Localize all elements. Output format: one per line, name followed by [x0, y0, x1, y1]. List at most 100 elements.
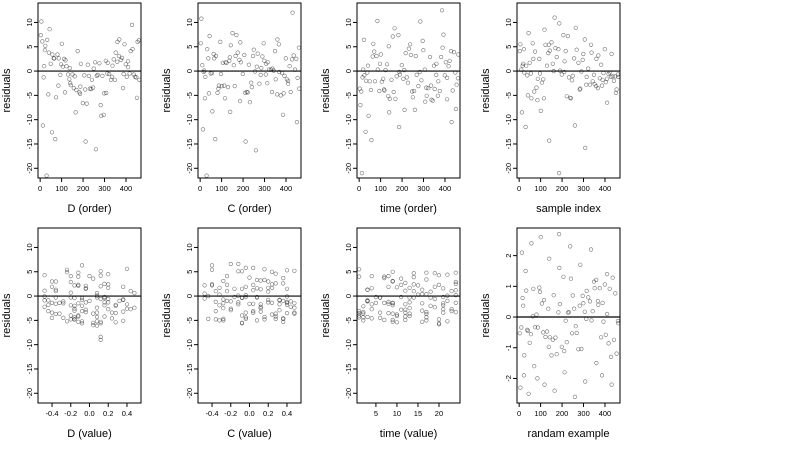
data-point [571, 306, 577, 311]
data-point [453, 270, 458, 275]
data-point [68, 303, 73, 308]
data-point [527, 340, 532, 345]
data-point [546, 42, 551, 47]
y-tick-label: -5 [25, 92, 34, 99]
data-point [450, 88, 455, 93]
data-point [77, 91, 83, 96]
data-point [72, 283, 77, 288]
data-point [596, 302, 601, 307]
data-point [110, 63, 115, 68]
y-tick-label: 0 [504, 69, 513, 73]
data-point [578, 86, 583, 91]
x-tick-label: 200 [556, 184, 569, 193]
data-point [239, 269, 245, 274]
y-tick-label: 0 [25, 294, 34, 298]
data-point [519, 110, 525, 115]
data-point [386, 44, 391, 49]
y-axis-label: residuals [1, 68, 13, 113]
x-axis-label: C (value) [227, 428, 272, 440]
data-point [557, 21, 562, 26]
data-point [277, 302, 282, 307]
data-point [79, 321, 85, 326]
data-point [202, 96, 207, 101]
data-point [537, 56, 542, 62]
data-point [547, 48, 552, 53]
data-point [382, 88, 387, 93]
data-point [580, 293, 585, 299]
data-point [368, 87, 374, 93]
x-tick-label: 0.0 [244, 409, 254, 418]
data-point [281, 281, 286, 286]
data-point [372, 49, 377, 54]
data-point [213, 317, 218, 322]
points [357, 267, 458, 327]
data-point [424, 277, 429, 282]
data-point [407, 311, 412, 316]
data-point [534, 85, 539, 90]
x-tick-label: 200 [77, 184, 90, 193]
data-point [49, 315, 55, 321]
data-point [64, 270, 70, 275]
data-point [600, 300, 605, 306]
data-point [539, 301, 545, 306]
x-tick-label: 400 [599, 184, 612, 193]
data-point [254, 286, 260, 291]
data-point [262, 314, 267, 320]
data-point [294, 119, 300, 125]
data-point [443, 60, 448, 65]
data-point [525, 73, 530, 78]
x-axis-label: D (order) [67, 203, 111, 215]
x-tick-label: 0 [38, 184, 42, 193]
data-point [83, 283, 88, 288]
data-point [369, 138, 374, 143]
data-point [280, 112, 286, 117]
data-point [453, 310, 458, 315]
x-tick-label: 0.0 [84, 409, 94, 418]
data-point [68, 274, 73, 279]
data-point [120, 85, 126, 91]
x-tick-label: 400 [280, 184, 293, 193]
data-point [243, 265, 248, 271]
y-tick-label: 10 [185, 243, 194, 251]
data-point [383, 67, 388, 73]
data-point [442, 73, 447, 78]
plot-frame [516, 2, 621, 179]
data-point [269, 282, 275, 287]
data-point [262, 267, 267, 272]
data-point [236, 269, 241, 274]
data-point [225, 84, 231, 90]
data-point [63, 58, 68, 63]
y-tick-label: -20 [185, 388, 194, 399]
data-point [402, 107, 407, 112]
data-point [292, 311, 297, 316]
x-tick-label: 200 [396, 184, 409, 193]
data-point [522, 353, 527, 358]
data-point [217, 285, 222, 290]
data-point [91, 276, 96, 281]
x-tick-label: 0.2 [263, 409, 273, 418]
data-point [423, 99, 428, 104]
data-point [518, 42, 523, 47]
data-point [399, 276, 404, 281]
data-point [561, 32, 566, 38]
data-point [60, 64, 66, 69]
data-point [404, 75, 409, 80]
plot-frame [516, 227, 621, 404]
data-point [554, 54, 559, 60]
data-point [453, 279, 458, 285]
data-point [238, 60, 243, 65]
x-tick-label: 100 [55, 184, 68, 193]
data-point [552, 15, 557, 20]
data-point [263, 72, 268, 77]
data-point [272, 48, 278, 54]
data-point [568, 276, 574, 281]
data-point [288, 89, 293, 95]
data-point [217, 318, 222, 323]
plot-frame [197, 227, 302, 404]
y-tick-label: 10 [25, 18, 34, 26]
data-point [277, 297, 282, 303]
x-tick-label: 0 [517, 184, 521, 193]
data-point [121, 309, 126, 314]
data-point [243, 316, 248, 322]
data-point [277, 69, 282, 75]
